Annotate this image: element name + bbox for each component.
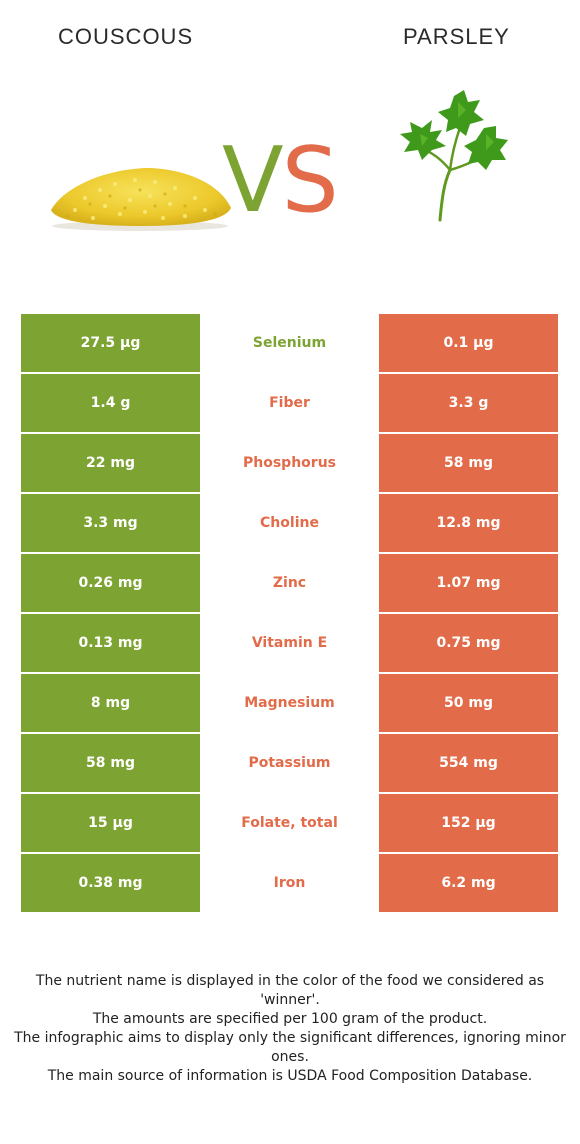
table-row: 0.13 mg Vitamin E 0.75 mg <box>21 613 558 674</box>
table-row: 0.26 mg Zinc 1.07 mg <box>21 553 558 614</box>
right-value: 50 mg <box>379 673 558 734</box>
table-row: 1.4 g Fiber 3.3 g <box>21 373 558 434</box>
nutrient-name: Iron <box>200 853 379 914</box>
right-value: 152 µg <box>379 793 558 854</box>
footnote-line-1: The nutrient name is displayed in the co… <box>35 973 545 1008</box>
left-value: 22 mg <box>21 433 200 494</box>
nutrient-name: Zinc <box>200 553 379 614</box>
vs-label: VS <box>222 136 339 226</box>
right-value: 0.75 mg <box>379 613 558 674</box>
left-value: 0.38 mg <box>21 853 200 914</box>
nutrient-name: Phosphorus <box>200 433 379 494</box>
table-row: 58 mg Potassium 554 mg <box>21 733 558 794</box>
footnote-line-4: The main source of information is USDA F… <box>47 1068 533 1084</box>
right-value: 58 mg <box>379 433 558 494</box>
right-value: 0.1 µg <box>379 314 558 374</box>
left-value: 27.5 µg <box>21 314 200 374</box>
nutrient-name: Magnesium <box>200 673 379 734</box>
left-value: 1.4 g <box>21 373 200 434</box>
nutrient-name: Vitamin E <box>200 613 379 674</box>
couscous-image <box>51 168 231 231</box>
right-value: 554 mg <box>379 733 558 794</box>
footnote: The nutrient name is displayed in the co… <box>14 972 566 1086</box>
table-row: 22 mg Phosphorus 58 mg <box>21 433 558 494</box>
left-food-title: COUSCOUS <box>58 24 194 49</box>
vs-v: V <box>222 128 284 233</box>
right-value: 1.07 mg <box>379 553 558 614</box>
nutrient-name: Folate, total <box>200 793 379 854</box>
left-value: 0.13 mg <box>21 613 200 674</box>
right-value: 12.8 mg <box>379 493 558 554</box>
footnote-line-3: The infographic aims to display only the… <box>14 1030 566 1065</box>
vs-s: S <box>281 128 339 233</box>
table-row: 0.38 mg Iron 6.2 mg <box>21 853 558 914</box>
nutrient-name: Selenium <box>200 314 379 374</box>
parsley-image <box>400 90 508 222</box>
table-row: 15 µg Folate, total 152 µg <box>21 793 558 854</box>
comparison-table: 27.5 µg Selenium 0.1 µg 1.4 g Fiber 3.3 g 22 m… <box>21 314 558 914</box>
left-value: 15 µg <box>21 793 200 854</box>
nutrient-name: Potassium <box>200 733 379 794</box>
table-row: 8 mg Magnesium 50 mg <box>21 673 558 734</box>
left-value: 58 mg <box>21 733 200 794</box>
nutrient-name: Fiber <box>200 373 379 434</box>
table-row: 3.3 mg Choline 12.8 mg <box>21 493 558 554</box>
nutrient-name: Choline <box>200 493 379 554</box>
left-value: 8 mg <box>21 673 200 734</box>
left-value: 0.26 mg <box>21 553 200 614</box>
footnote-line-2: The amounts are specified per 100 gram o… <box>92 1011 488 1027</box>
right-value: 3.3 g <box>379 373 558 434</box>
left-value: 3.3 mg <box>21 493 200 554</box>
table-row: 27.5 µg Selenium 0.1 µg <box>21 314 558 374</box>
right-value: 6.2 mg <box>379 853 558 914</box>
right-food-title: PARSLEY <box>403 24 510 49</box>
